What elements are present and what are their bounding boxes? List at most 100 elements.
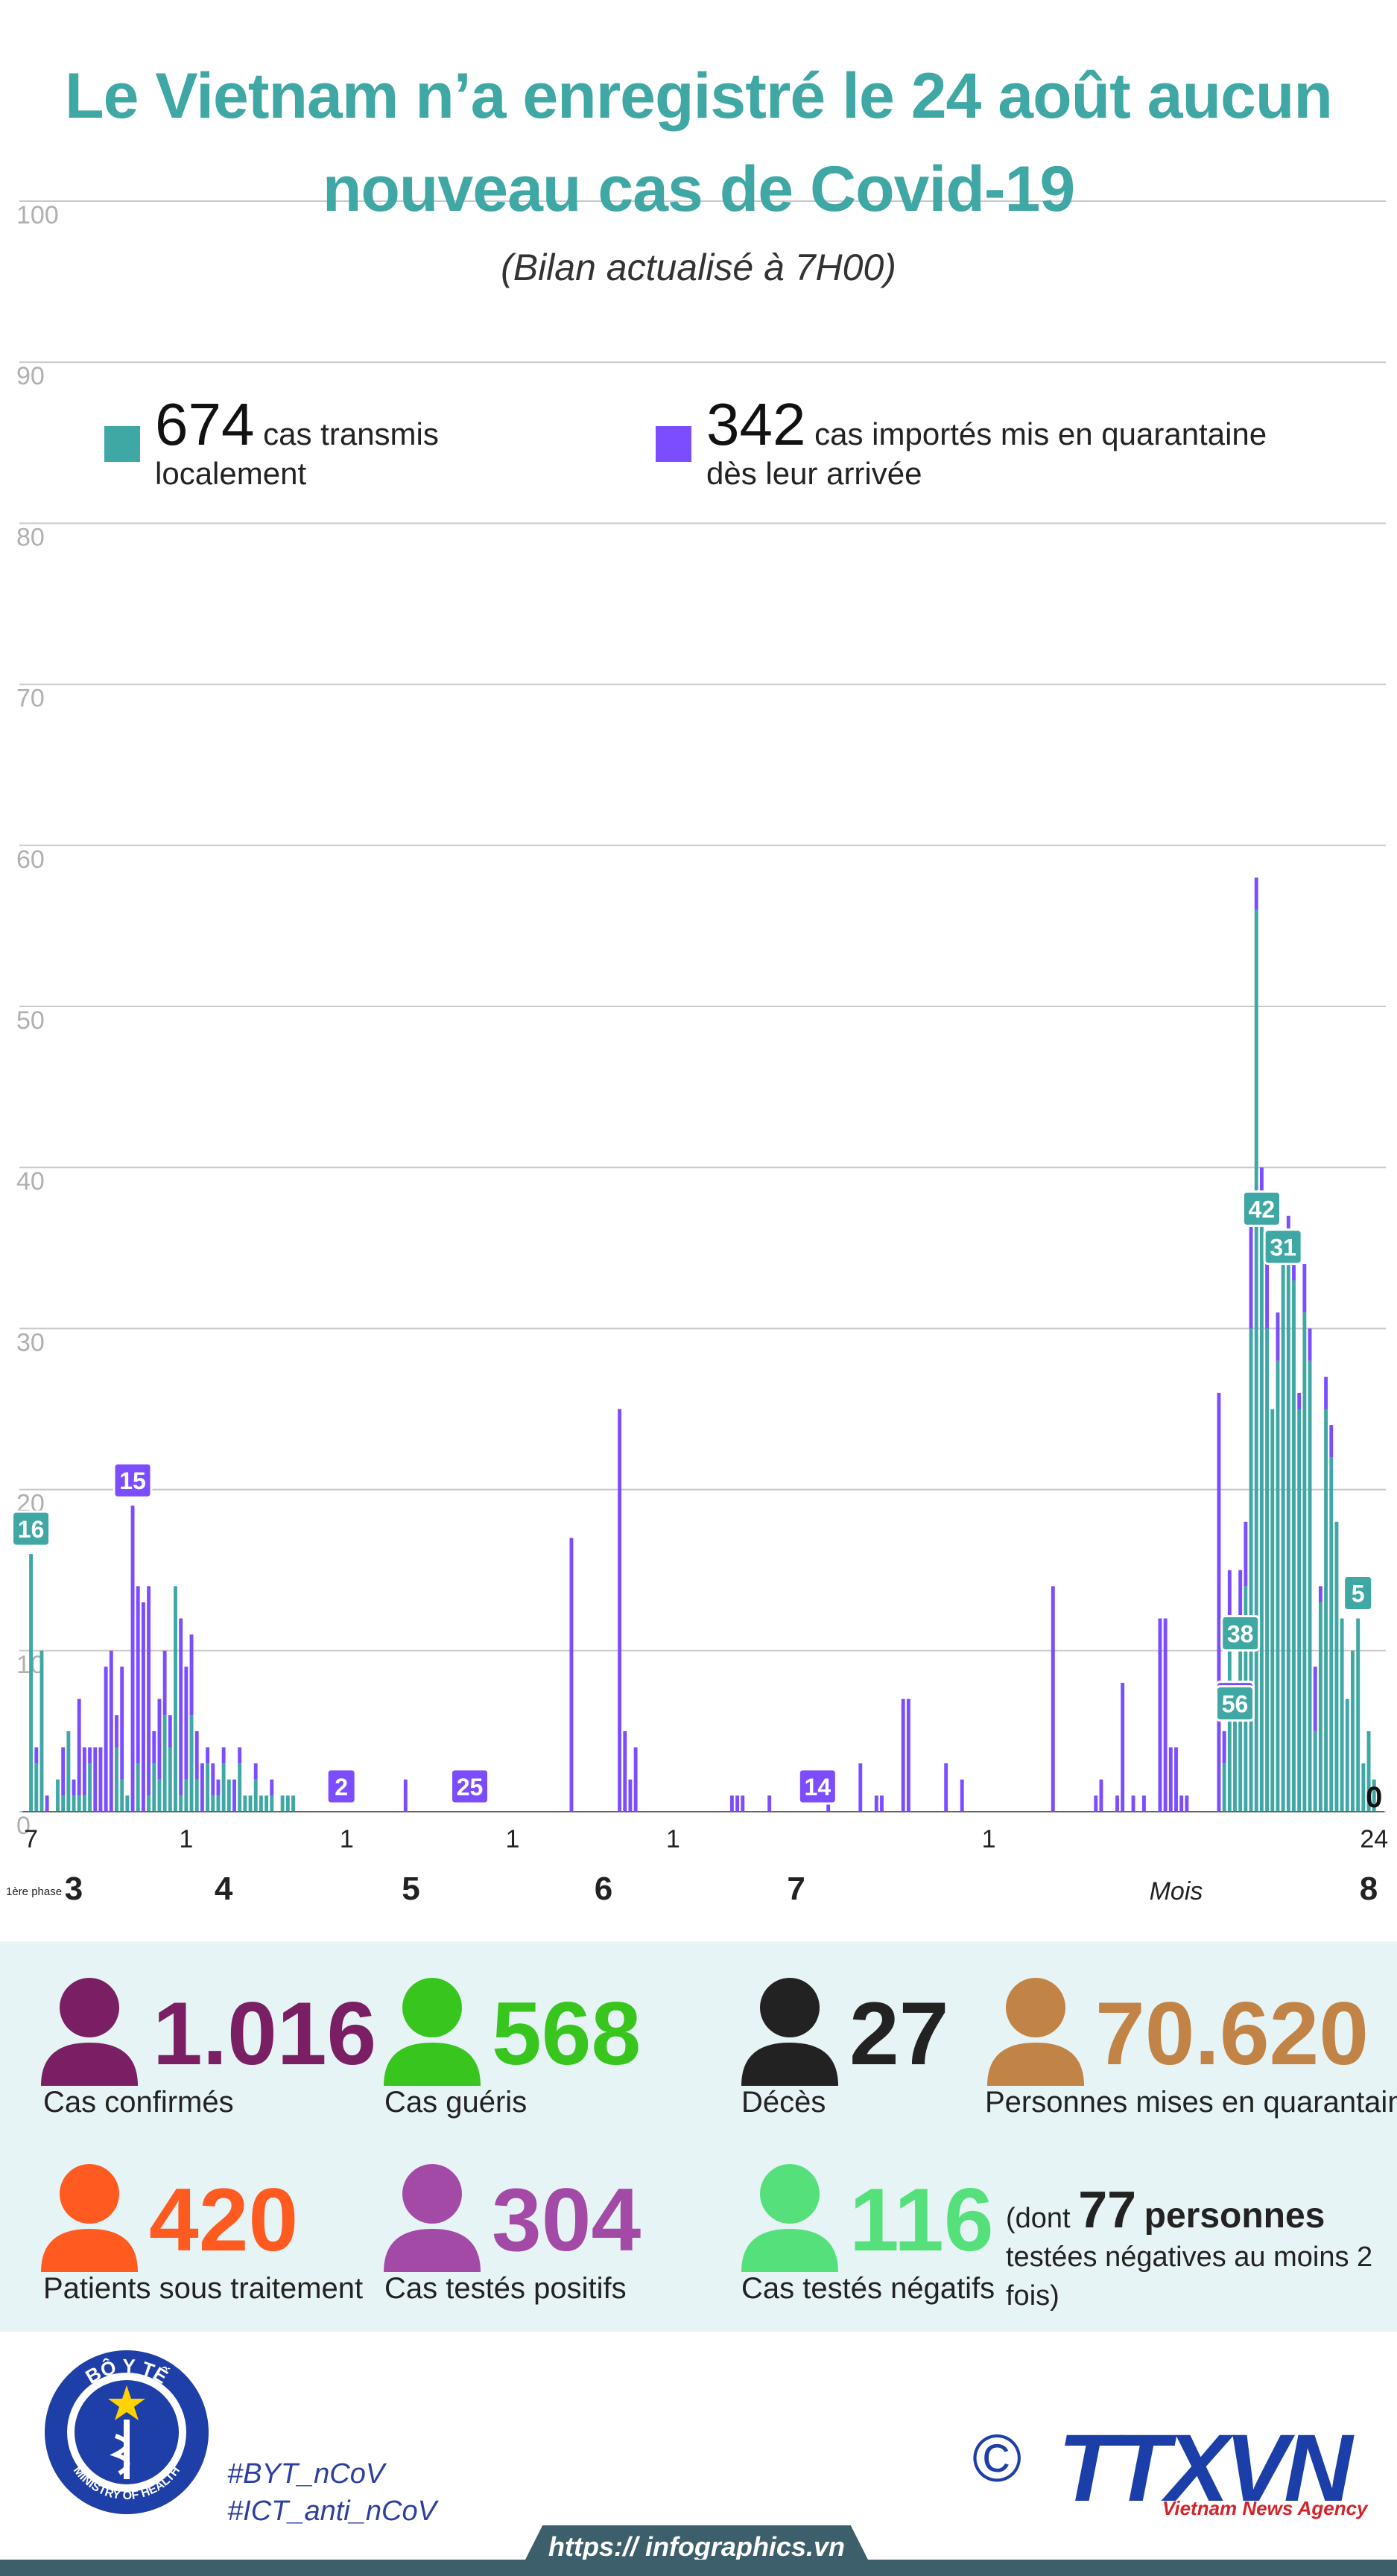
chart-bars [29, 878, 1376, 1812]
bar-local [1259, 1199, 1264, 1812]
stat-deaths-value: 27 [849, 1984, 949, 2084]
bar-imported [130, 1506, 135, 1812]
bar-imported [184, 1666, 189, 1780]
legend-local-number: 674 [155, 391, 255, 457]
stat-quarantine-value: 70.620 [1095, 1984, 1369, 2084]
x-tick-label: 1 [666, 1825, 680, 1853]
chart-label-box [1215, 1685, 1255, 1722]
chart-data-label: 56 [1222, 1691, 1249, 1718]
stat-negative-label: Cas testés négatifs [741, 2272, 995, 2305]
bar-imported [569, 1538, 574, 1812]
bar-imported [901, 1698, 905, 1812]
bar-imported [1324, 1377, 1328, 1409]
stat-deaths-label: Décès [741, 2086, 826, 2119]
bar-imported [1131, 1795, 1135, 1812]
bar-local [1361, 1763, 1366, 1812]
bar-local [1329, 1457, 1334, 1812]
chart-label-box [1220, 1615, 1261, 1652]
chart-data-label: 38 [1227, 1621, 1254, 1648]
bar-imported [1244, 1521, 1248, 1587]
bar-imported [1163, 1618, 1168, 1812]
bar-imported [1259, 1167, 1264, 1200]
person-icon [384, 1978, 481, 2086]
bar-imported [960, 1779, 964, 1812]
negative-note: (dont 77 personnes testées négatives au … [1006, 2183, 1393, 2315]
y-tick-label: 70 [16, 685, 45, 713]
y-tick-label: 90 [16, 362, 45, 390]
bottom-bar [0, 2560, 1397, 2576]
bar-imported [874, 1795, 878, 1812]
bar-local [285, 1795, 290, 1812]
bar-imported [189, 1634, 194, 1716]
bar-local [61, 1795, 66, 1812]
bar-imported [1141, 1795, 1146, 1812]
bar-local [221, 1763, 226, 1812]
chart-label-box [11, 1510, 51, 1547]
person-icon [41, 2164, 138, 2272]
bar-imported [194, 1730, 199, 1780]
bar-local [1276, 1360, 1280, 1812]
stat-confirmed-value: 1.016 [153, 1984, 377, 2084]
bar-local [136, 1763, 140, 1812]
bar-imported [34, 1747, 39, 1764]
chart-label-box [326, 1768, 357, 1805]
bar-local [152, 1763, 156, 1812]
bar-local [238, 1763, 242, 1812]
bar-imported [157, 1698, 162, 1780]
phase-label: 1ère phase [6, 1885, 62, 1898]
infographics-url-link[interactable]: https:// infographics.vn [522, 2525, 872, 2567]
bar-local [157, 1779, 162, 1812]
bar-imported [1297, 1392, 1302, 1409]
bar-local [1297, 1409, 1302, 1812]
bar-imported [880, 1795, 884, 1812]
chart-label-box [1263, 1228, 1303, 1266]
bar-local [291, 1795, 295, 1812]
bar-imported [93, 1747, 98, 1812]
bar-imported [61, 1747, 66, 1796]
stat-quarantine-label: Personnes mises en quarantaine [985, 2086, 1397, 2119]
x-tick-label: 1 [340, 1825, 354, 1853]
chart-label-box [1241, 1190, 1282, 1227]
bar-imported [628, 1779, 633, 1812]
person-icon [741, 2164, 838, 2272]
bar-local [227, 1779, 231, 1812]
bar-imported [152, 1730, 156, 1764]
bar-imported [216, 1779, 221, 1796]
bar-imported [104, 1666, 108, 1812]
bar-imported [1313, 1666, 1317, 1731]
stat-confirmed-label: Cas confirmés [43, 2086, 234, 2119]
bar-imported [109, 1650, 113, 1812]
bar-local [29, 1554, 34, 1812]
ttxvn-logo: TTXVN [1058, 2415, 1353, 2522]
legend-imported: 342 cas importés mis en quarantaine dès … [656, 395, 1267, 493]
note-rest: testées négatives au moins 2 fois) [1006, 2242, 1373, 2312]
bar-local [1292, 1280, 1296, 1812]
y-tick-label: 60 [16, 846, 45, 874]
hashtag-byt: #BYT_nCoV [227, 2458, 385, 2490]
stat-positive-label: Cas testés positifs [384, 2272, 627, 2305]
bar-imported [1179, 1795, 1184, 1812]
bar-local [168, 1747, 172, 1812]
bar-imported [45, 1795, 49, 1812]
bar-imported [1174, 1747, 1178, 1812]
bar-imported [1308, 1328, 1312, 1361]
bar-local [189, 1715, 194, 1812]
chart-label-box [450, 1768, 490, 1805]
bar-local [1249, 1328, 1253, 1812]
subtitle: (Bilan actualisé à 7H00) [501, 247, 896, 288]
note-prefix: (dont [1006, 2203, 1071, 2234]
y-tick-label: 50 [16, 1006, 45, 1035]
chart-data-label: 16 [18, 1516, 45, 1543]
bar-local [243, 1795, 247, 1812]
bar-local [1286, 1248, 1290, 1812]
note-number: 77 [1078, 2180, 1137, 2239]
bar-imported [82, 1747, 86, 1796]
stat-negative-value: 116 [849, 2170, 994, 2270]
bar-imported [1265, 1248, 1270, 1329]
month-label: 5 [402, 1871, 419, 1907]
bar-imported [1051, 1586, 1055, 1812]
stats-band [0, 1941, 1397, 2332]
bar-imported [270, 1779, 274, 1796]
chart-data-label: 15 [119, 1468, 146, 1494]
bar-local [120, 1779, 124, 1812]
